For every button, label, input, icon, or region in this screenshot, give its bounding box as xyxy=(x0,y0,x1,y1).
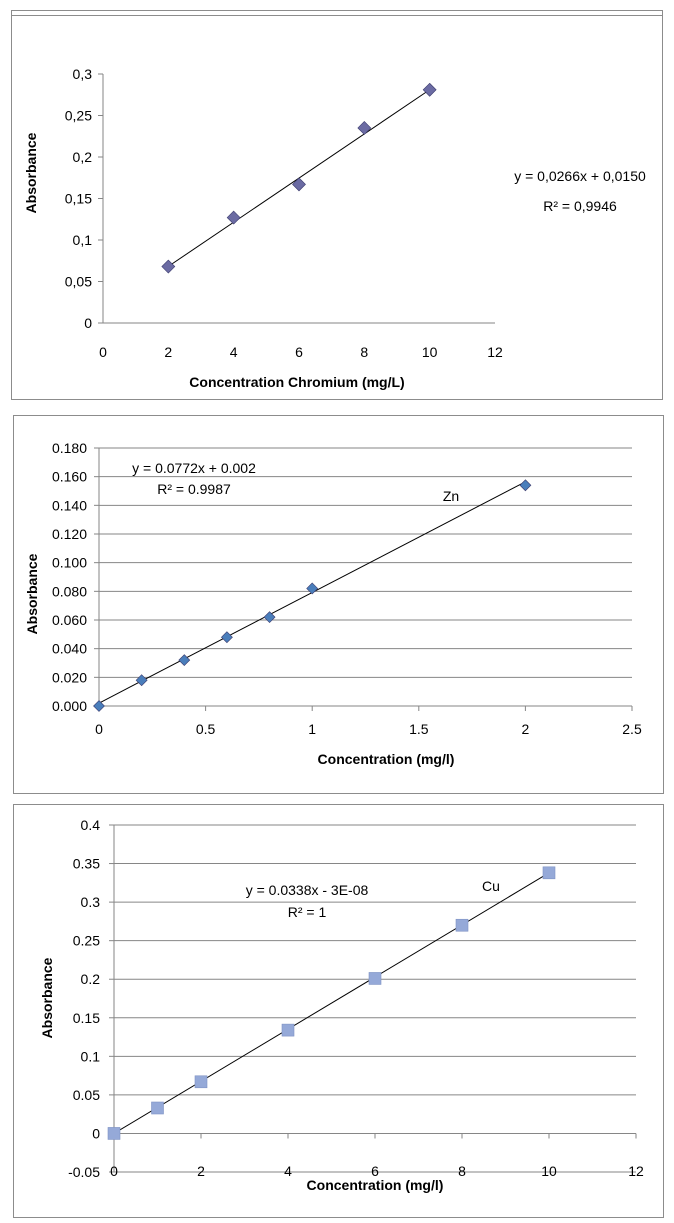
x-tick-label: 6 xyxy=(295,344,303,360)
x-tick-label: 2 xyxy=(164,344,172,360)
y-tick-label: 0,05 xyxy=(65,274,92,290)
y-tick-label: 0.4 xyxy=(81,817,101,833)
data-point xyxy=(281,1023,295,1037)
trendline-equation: y = 0.0338x - 3E-08 xyxy=(246,882,369,898)
y-tick-label: 0.05 xyxy=(73,1087,100,1103)
r-squared-label: R² = 0.9987 xyxy=(157,481,231,497)
x-tick-label: 1.5 xyxy=(409,721,429,737)
y-tick-label: 0.020 xyxy=(52,669,87,685)
zinc-chart: 0.000 0.020 0.040 0.060 0.080 0.100 0.120 0.140… xyxy=(13,415,664,794)
x-tick-label: 6 xyxy=(371,1163,379,1179)
y-tick-label: 0.1 xyxy=(81,1048,101,1064)
x-tick-label: 2 xyxy=(197,1163,205,1179)
y-tick-label: 0,1 xyxy=(73,232,93,248)
y-tick-label: 0,2 xyxy=(73,149,93,165)
x-tick-label: 0 xyxy=(110,1163,118,1179)
data-point xyxy=(357,121,372,135)
y-axis-title: Absorbance xyxy=(23,132,39,213)
x-axis-title: Concentration (mg/l) xyxy=(307,1177,444,1193)
x-tick-label: 2 xyxy=(522,721,530,737)
trendline-equation: y = 0.0772x + 0.002 xyxy=(132,460,256,476)
x-tick-label: 4 xyxy=(230,344,238,360)
x-tick-label: 8 xyxy=(458,1163,466,1179)
data-point xyxy=(93,700,105,712)
y-tick-label: 0.040 xyxy=(52,641,87,657)
y-tick-label: 0,3 xyxy=(73,66,93,82)
data-point xyxy=(263,611,276,624)
x-tick-label: 12 xyxy=(487,344,503,360)
y-tick-label: 0.060 xyxy=(52,612,87,628)
y-tick-label: 0.120 xyxy=(52,526,87,542)
y-tick-label: 0 xyxy=(84,315,92,331)
y-tick-label: 0.160 xyxy=(52,469,87,485)
y-tick-label: 0,25 xyxy=(65,108,92,124)
x-axis-title: Concentration (mg/l) xyxy=(318,751,455,767)
r-squared-label: R² = 1 xyxy=(288,904,327,920)
x-tick-label: 0 xyxy=(95,721,103,737)
y-tick-label: 0.180 xyxy=(52,440,87,456)
series-label: Cu xyxy=(482,878,500,894)
data-point xyxy=(107,1127,121,1140)
y-tick-label: 0.000 xyxy=(52,698,87,714)
y-tick-label: 0.25 xyxy=(73,933,100,949)
data-point xyxy=(226,210,241,225)
x-tick-label: 0.5 xyxy=(196,721,216,737)
trendline xyxy=(113,872,550,1134)
y-tick-label: 0,15 xyxy=(65,191,92,207)
x-tick-label: 2.5 xyxy=(622,721,642,737)
x-tick-label: 4 xyxy=(284,1163,292,1179)
x-tick-label: 0 xyxy=(99,344,107,360)
y-tick-label: 0.35 xyxy=(73,856,100,872)
x-tick-label: 12 xyxy=(628,1163,644,1179)
trendline-equation: y = 0,0266x + 0,0150 xyxy=(514,168,646,184)
y-tick-label: 0.140 xyxy=(52,497,87,513)
series-label: Zn xyxy=(443,488,459,504)
data-point xyxy=(542,866,556,880)
y-tick-label: -0.05 xyxy=(68,1164,100,1180)
x-tick-label: 1 xyxy=(308,721,316,737)
data-point xyxy=(519,479,532,492)
data-point xyxy=(422,82,437,97)
copper-chart-plot: -0.05 0 0.05 0.1 0.15 0.2 0.25 0.3 0.35 0.4 0 2 4 6 8 1… xyxy=(39,817,644,1193)
x-tick-label: 10 xyxy=(422,344,438,360)
y-tick-label: 0.080 xyxy=(52,583,87,599)
x-tick-label: 8 xyxy=(360,344,368,360)
y-tick-label: 0.100 xyxy=(52,555,87,571)
y-tick-label: 0.2 xyxy=(81,971,101,987)
data-point xyxy=(220,631,233,644)
x-tick-label: 10 xyxy=(541,1163,557,1179)
copper-chart: -0.05 0 0.05 0.1 0.15 0.2 0.25 0.3 0.35 0.4 0 2 4 6 8 1… xyxy=(13,804,664,1218)
data-point xyxy=(306,582,319,595)
data-point xyxy=(135,674,148,687)
data-point xyxy=(151,1101,164,1115)
data-point xyxy=(161,259,176,274)
r-squared-label: R² = 0,9946 xyxy=(543,198,617,214)
y-axis-title: Absorbance xyxy=(24,553,40,634)
chromium-chart-plot: 0 0,05 0,1 0,15 0,2 0,25 0,3 0 2 4 6 8 10 12 Concentra… xyxy=(23,66,646,390)
data-point xyxy=(292,177,306,192)
data-point xyxy=(178,654,191,667)
y-tick-label: 0.15 xyxy=(73,1010,100,1026)
y-tick-label: 0 xyxy=(92,1125,100,1141)
data-point xyxy=(194,1075,208,1089)
chromium-chart: 0 0,05 0,1 0,15 0,2 0,25 0,3 0 2 4 6 8 10 12 Concentra… xyxy=(11,10,663,400)
y-tick-label: 0.3 xyxy=(81,894,101,910)
data-point xyxy=(455,918,469,932)
y-axis-title: Absorbance xyxy=(39,957,55,1038)
data-point xyxy=(368,972,382,985)
zinc-chart-plot: 0.000 0.020 0.040 0.060 0.080 0.100 0.120 0.140… xyxy=(24,440,642,767)
x-axis-title: Concentration Chromium (mg/L) xyxy=(189,374,404,390)
